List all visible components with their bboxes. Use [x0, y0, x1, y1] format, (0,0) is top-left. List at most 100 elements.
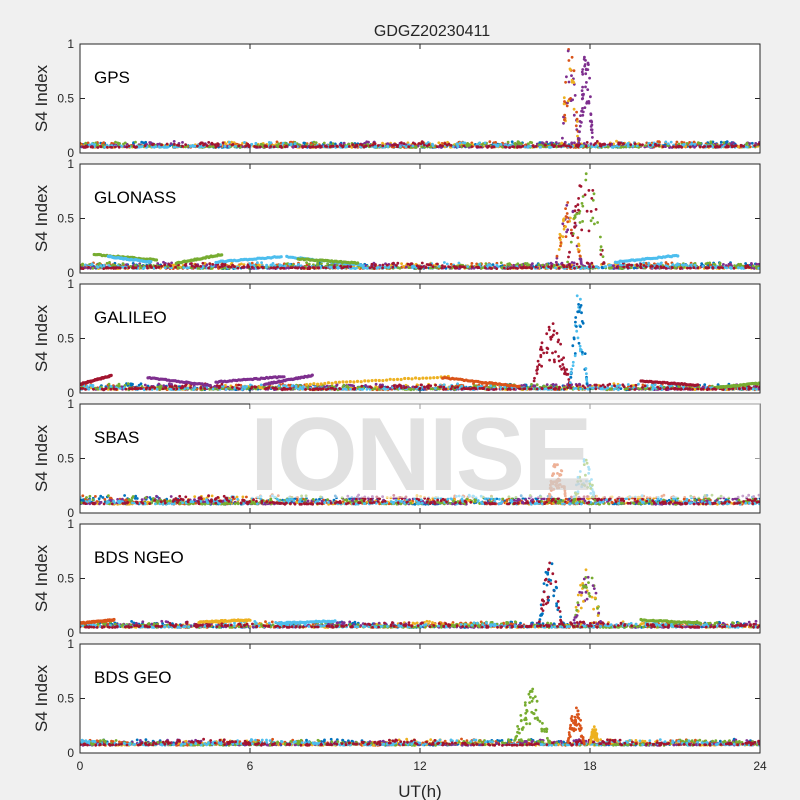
data-point	[584, 144, 588, 148]
data-point	[125, 263, 128, 267]
data-point	[696, 266, 700, 270]
data-point	[718, 261, 722, 265]
data-point	[590, 131, 594, 135]
data-point	[172, 146, 176, 149]
data-point	[269, 145, 272, 148]
data-point	[248, 262, 252, 265]
data-point	[105, 145, 109, 149]
data-point	[576, 236, 580, 240]
data-point	[757, 266, 760, 270]
data-point	[559, 244, 562, 248]
data-point	[212, 145, 215, 148]
data-point	[555, 254, 559, 258]
data-point	[727, 262, 731, 266]
data-point	[355, 266, 358, 270]
data-point	[160, 264, 164, 268]
data-point	[530, 141, 534, 145]
data-point	[563, 113, 567, 117]
data-point	[410, 262, 414, 265]
data-point	[589, 128, 593, 132]
data-point	[581, 72, 585, 76]
data-point	[737, 266, 740, 270]
data-point	[685, 263, 688, 267]
data-point	[157, 266, 161, 269]
data-point	[223, 145, 227, 148]
data-point	[588, 76, 591, 80]
data-point	[336, 266, 340, 270]
data-point	[364, 144, 367, 148]
data-point	[629, 266, 633, 269]
data-point	[612, 264, 615, 267]
data-point	[484, 262, 488, 265]
data-point	[757, 262, 760, 266]
data-point	[205, 144, 209, 148]
data-point	[150, 145, 154, 149]
data-point	[567, 80, 571, 84]
data-point	[649, 143, 652, 147]
data-point	[293, 142, 297, 146]
data-point	[490, 146, 494, 149]
data-point	[574, 205, 578, 208]
data-point	[566, 201, 570, 204]
data-point	[137, 383, 141, 387]
data-point	[706, 145, 710, 148]
data-point	[529, 144, 532, 148]
data-point	[591, 198, 595, 202]
data-point	[618, 266, 622, 270]
data-point	[163, 263, 167, 267]
data-point	[656, 262, 660, 266]
data-point	[205, 263, 209, 267]
data-point	[102, 267, 106, 270]
data-point	[717, 145, 721, 149]
data-point	[726, 144, 730, 148]
data-point	[254, 142, 258, 145]
data-point	[288, 262, 291, 266]
data-point	[370, 265, 374, 269]
data-point	[568, 250, 571, 254]
data-point	[331, 142, 335, 146]
data-point	[472, 266, 476, 270]
data-point	[570, 228, 573, 232]
data-point	[560, 141, 564, 145]
data-point	[698, 145, 702, 149]
data-point	[581, 220, 584, 223]
data-point	[210, 267, 213, 270]
data-point	[305, 263, 309, 267]
data-point	[169, 142, 173, 146]
data-point	[456, 144, 460, 148]
data-point	[550, 264, 553, 268]
data-point	[561, 222, 565, 226]
data-point	[589, 95, 592, 99]
data-point	[368, 144, 372, 148]
data-point	[435, 266, 439, 270]
data-point	[364, 264, 367, 268]
data-point	[165, 142, 169, 146]
data-point	[256, 261, 259, 265]
data-point	[581, 93, 584, 97]
data-point	[279, 267, 282, 270]
data-point	[371, 143, 375, 147]
data-point	[719, 140, 723, 144]
data-point	[196, 144, 199, 148]
data-point	[712, 262, 716, 266]
data-point	[99, 264, 103, 267]
data-point	[558, 232, 562, 236]
y-tick-label: 1	[67, 157, 74, 171]
data-point	[239, 383, 243, 387]
data-point	[125, 145, 129, 149]
data-point	[647, 264, 650, 268]
data-point	[647, 261, 651, 265]
data-point	[400, 141, 403, 145]
data-point	[706, 261, 709, 265]
data-point	[82, 146, 86, 149]
data-point	[487, 263, 490, 267]
data-point	[573, 209, 577, 213]
data-point	[478, 141, 481, 145]
data-point	[305, 261, 308, 264]
data-point	[692, 266, 696, 269]
data-point	[445, 262, 449, 266]
data-point	[404, 145, 408, 149]
data-point	[750, 141, 754, 145]
data-point	[466, 265, 470, 268]
